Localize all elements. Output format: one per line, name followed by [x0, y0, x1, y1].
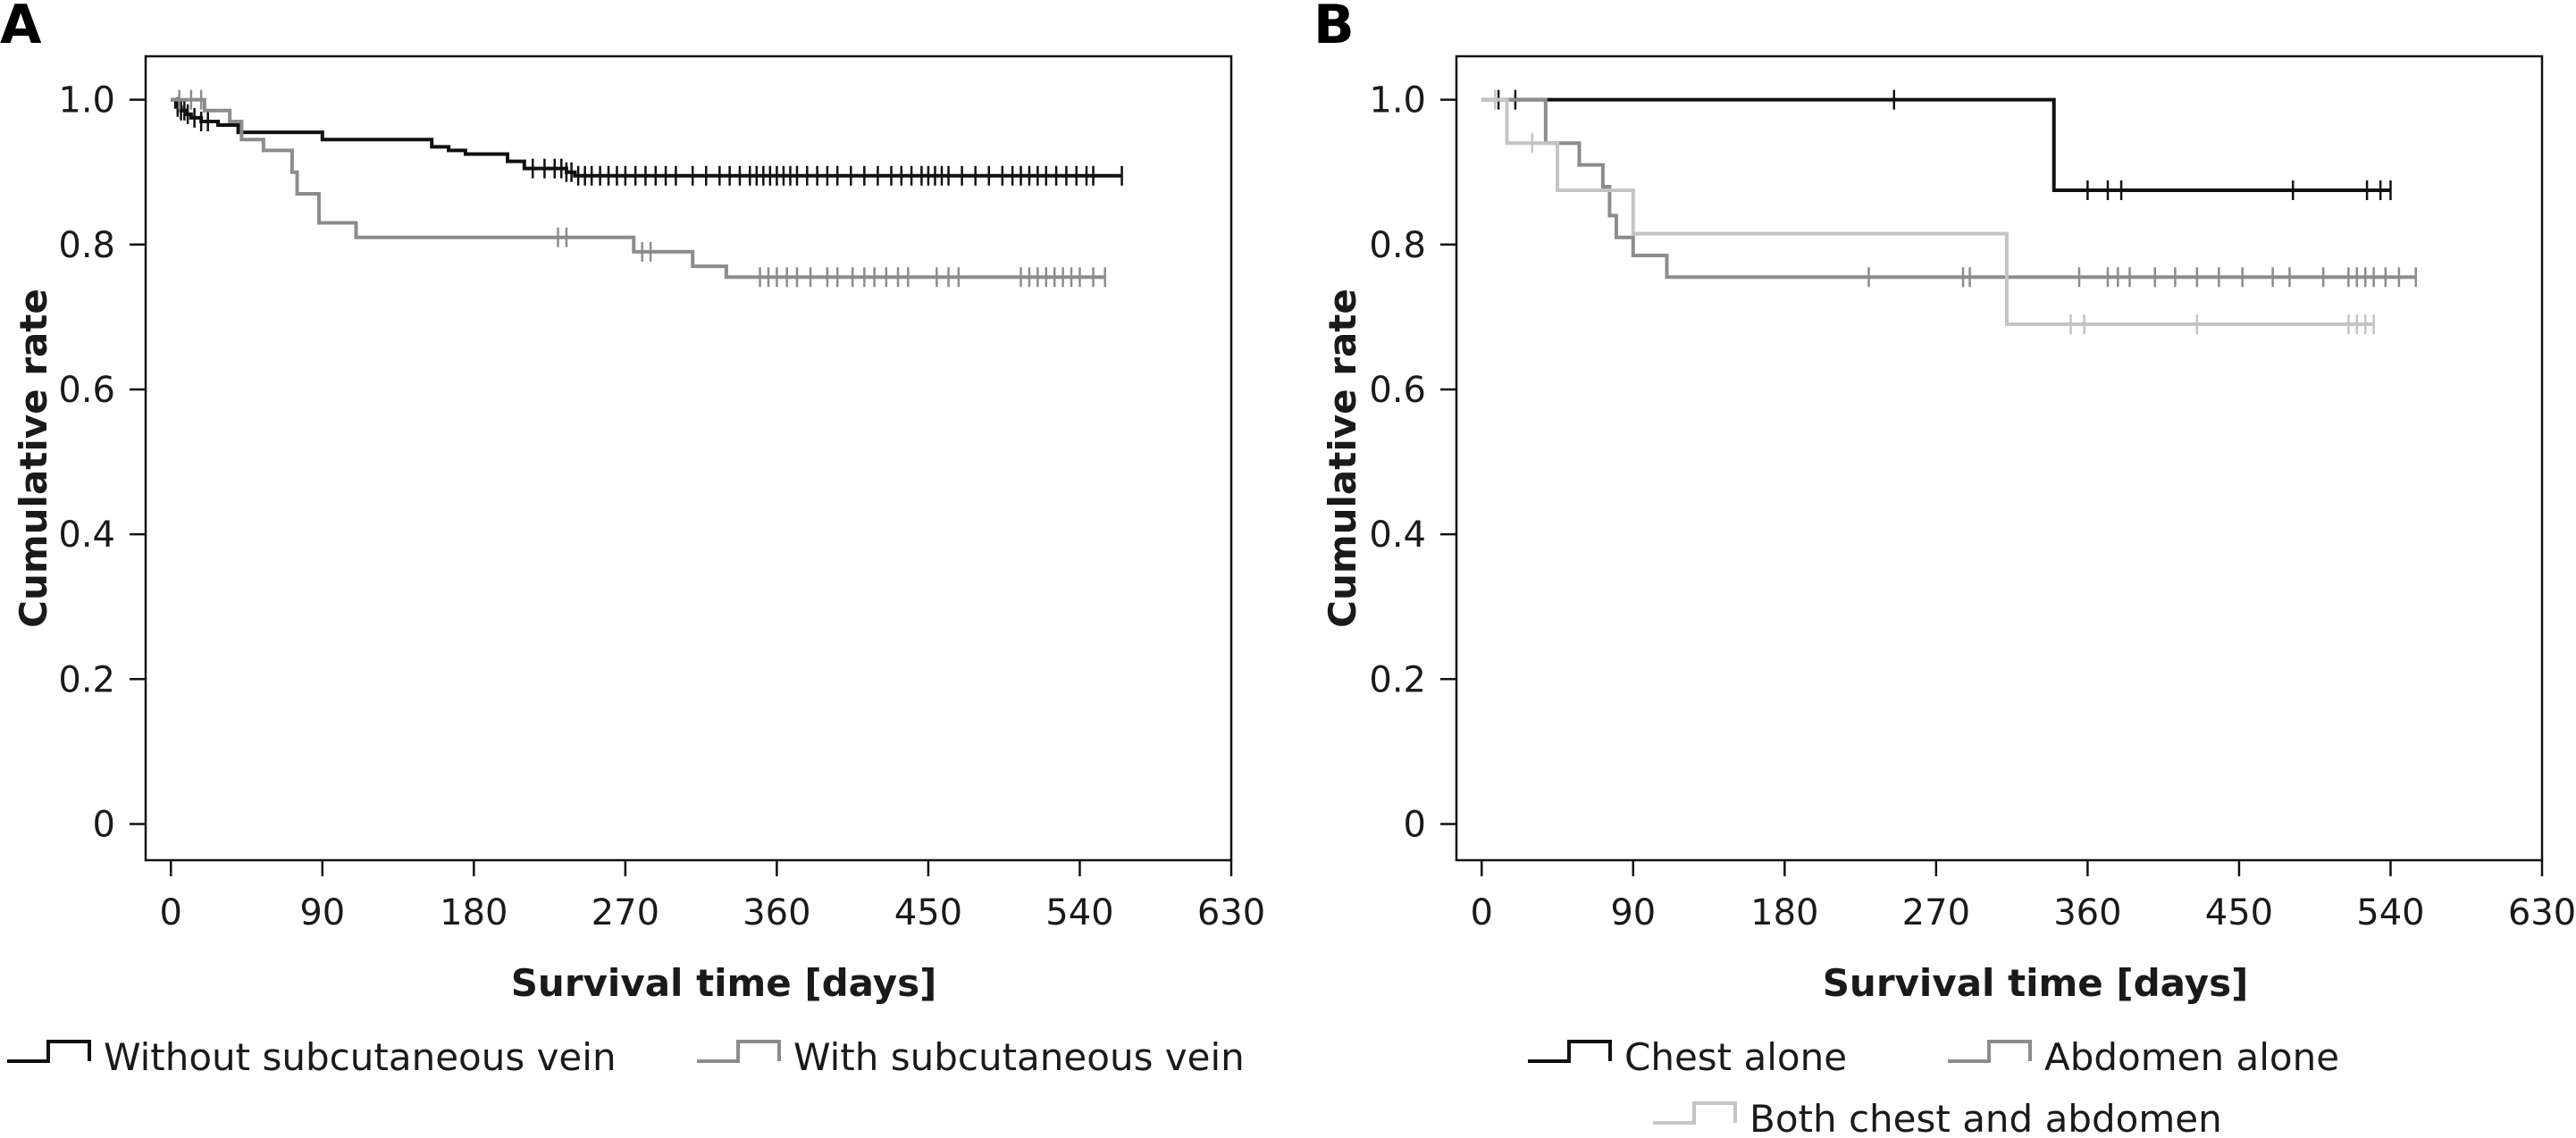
x-tick-label: 630	[1197, 892, 1265, 933]
y-axis-title: Cumulative rate	[1321, 289, 1364, 628]
plot-frame	[1455, 54, 2544, 862]
x-tick-label: 540	[1045, 892, 1113, 933]
y-tick-label: 0.4	[58, 515, 115, 556]
survival-curve	[171, 97, 1122, 178]
plot-frame	[144, 54, 1233, 862]
y-tick-label: 0.4	[1369, 515, 1426, 556]
x-tick-label: 360	[2053, 892, 2121, 933]
y-tick-label: 0.6	[58, 370, 115, 411]
x-tick-label: 630	[2508, 892, 2576, 933]
survival-curve	[1481, 97, 2391, 192]
legend-item: Both chest and abdomen	[1653, 1097, 2222, 1138]
legend-label: Without subcutaneous vein	[104, 1035, 617, 1079]
x-tick-label: 180	[1750, 892, 1818, 933]
x-axis-title: Survival time [days]	[1823, 961, 2249, 1005]
x-tick-label: 540	[2356, 892, 2424, 933]
survival-curve	[1481, 97, 2374, 326]
series-without-subcutaneous-vein	[171, 96, 1123, 186]
legend-label: Chest alone	[1624, 1035, 1847, 1079]
panel-label: A	[0, 0, 42, 56]
series-chest-alone	[1481, 89, 2392, 200]
series-abdomen-alone	[1481, 97, 2417, 288]
legend-swatch	[697, 1040, 781, 1063]
survival-curve	[171, 97, 1105, 280]
x-tick-label: 270	[592, 892, 659, 933]
legend-item: With subcutaneous vein	[697, 1035, 1245, 1079]
legend-label: With subcutaneous vein	[793, 1035, 1245, 1079]
x-tick-label: 0	[160, 892, 182, 933]
legend-swatch	[1528, 1040, 1612, 1063]
x-tick-label: 90	[1610, 892, 1656, 933]
series-both-chest-and-abdomen	[1481, 89, 2375, 334]
x-tick-label: 270	[1902, 892, 1970, 933]
x-tick-label: 450	[2205, 892, 2273, 933]
x-tick-label: 450	[894, 892, 962, 933]
legend-item: Abdomen alone	[1948, 1035, 2339, 1079]
legend-swatch	[1948, 1040, 2032, 1063]
y-tick-label: 0.2	[1369, 659, 1426, 700]
y-tick-label: 0.2	[58, 659, 115, 700]
y-axis-title: Cumulative rate	[12, 289, 55, 628]
x-tick-label: 360	[743, 892, 810, 933]
y-tick-label: 1.0	[58, 80, 115, 121]
survival-curve	[1481, 97, 2416, 280]
panel-label: B	[1313, 0, 1355, 56]
legend-item: Without subcutaneous vein	[7, 1035, 617, 1079]
y-tick-label: 0.8	[58, 225, 115, 266]
legend-label: Both chest and abdomen	[1749, 1097, 2222, 1138]
chart-panel-a: A 0 90 180 270 360 450 540 630 0 0.2 0.4 0.6 0.8 1.0 Su…	[0, 0, 1265, 1079]
legend-swatch	[7, 1040, 91, 1063]
legend-swatch	[1653, 1101, 1737, 1125]
y-tick-label: 0	[93, 804, 115, 845]
y-tick-label: 1.0	[1369, 80, 1426, 121]
x-tick-label: 90	[299, 892, 345, 933]
y-tick-label: 0.8	[1369, 225, 1426, 266]
legend-label: Abdomen alone	[2044, 1035, 2339, 1079]
chart-panel-b: B 0 90 180 270 360 450 540 630 0 0.2 0.4 0.6 0.8 1.0 Su…	[1313, 0, 2576, 1138]
y-tick-label: 0	[1404, 804, 1426, 845]
y-tick-label: 0.6	[1369, 370, 1426, 411]
x-tick-label: 180	[440, 892, 508, 933]
x-axis-title: Survival time [days]	[511, 961, 937, 1005]
legend-item: Chest alone	[1528, 1035, 1847, 1079]
series-with-subcutaneous-vein	[171, 89, 1106, 288]
x-tick-label: 0	[1471, 892, 1493, 933]
